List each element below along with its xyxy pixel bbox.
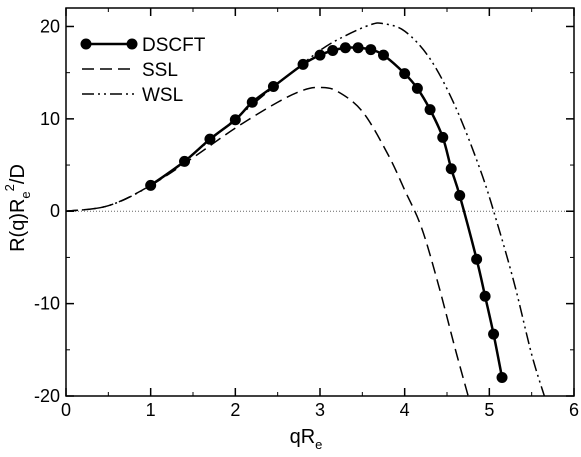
data-point-dscft: [437, 131, 449, 143]
data-point-dscft: [339, 42, 351, 54]
data-point-dscft: [352, 42, 364, 54]
y-tick-label: -10: [34, 294, 60, 314]
legend-marker: [80, 38, 92, 50]
series-line-wsl: [66, 22, 546, 396]
y-tick-label: 20: [40, 16, 60, 36]
legend-label-dscft: DSCFT: [142, 35, 206, 56]
y-tick-label: 10: [40, 109, 60, 129]
data-point-dscft: [378, 49, 389, 61]
data-point-dscft: [479, 290, 491, 302]
data-point-dscft: [471, 253, 483, 265]
legend-marker: [126, 38, 138, 50]
x-tick-label: 0: [61, 400, 71, 420]
data-point-dscft: [399, 68, 411, 80]
x-tick-label: 3: [315, 400, 325, 420]
x-tick-label: 1: [146, 400, 156, 420]
series-line-dscft: [149, 46, 504, 378]
data-point-dscft: [204, 133, 216, 145]
data-point-dscft: [454, 190, 466, 202]
legend: DSCFT SSL WSL: [80, 35, 206, 106]
y-axis-label: R(q)Re2/D: [2, 164, 33, 252]
y-tick-label: -20: [34, 386, 60, 406]
legend-label-ssl: SSL: [142, 60, 178, 81]
x-tick-label: 4: [400, 400, 410, 420]
y-tick-labels: -20 -10 0 10 20: [34, 16, 60, 406]
x-tick-label: 2: [230, 400, 240, 420]
data-point-dscft: [314, 49, 326, 61]
x-tick-label: 5: [484, 400, 494, 420]
legend-label-wsl: WSL: [142, 85, 183, 106]
x-axis-label: qRe: [290, 426, 323, 452]
data-point-dscft: [488, 328, 500, 340]
x-tick-labels: 0 1 2 3 4 5 6: [61, 400, 579, 420]
data-point-dscft: [246, 96, 258, 108]
x-tick-label: 6: [569, 400, 579, 420]
series-layer: [66, 22, 546, 396]
data-point-dscft: [365, 44, 377, 56]
series-line-ssl: [66, 86, 469, 396]
data-point-dscft: [327, 44, 339, 56]
data-point-dscft: [424, 104, 436, 116]
data-point-dscft: [496, 372, 508, 384]
y-tick-label: 0: [50, 201, 60, 221]
data-point-dscft: [411, 82, 423, 94]
data-point-dscft: [445, 163, 457, 175]
tick-marks: [65, 8, 575, 397]
